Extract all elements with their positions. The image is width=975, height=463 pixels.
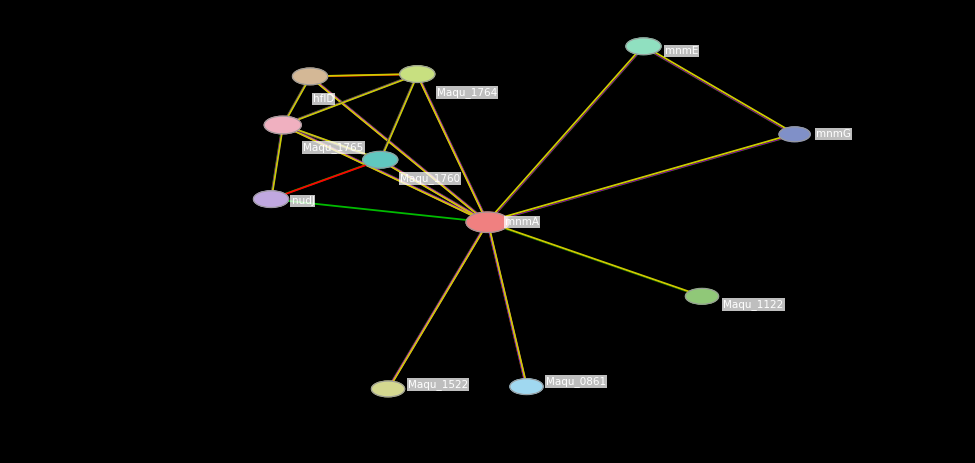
Circle shape bbox=[400, 66, 435, 82]
Text: mnmA: mnmA bbox=[505, 217, 539, 227]
Circle shape bbox=[292, 68, 328, 85]
Text: Maqu_1522: Maqu_1522 bbox=[408, 379, 468, 390]
Text: Maqu_1122: Maqu_1122 bbox=[723, 299, 784, 310]
Text: nudJ: nudJ bbox=[292, 196, 314, 206]
Text: Maqu_1764: Maqu_1764 bbox=[437, 87, 497, 98]
Circle shape bbox=[371, 381, 405, 397]
Text: Maqu_0861: Maqu_0861 bbox=[546, 376, 606, 388]
Text: mnmE: mnmE bbox=[665, 46, 698, 56]
Circle shape bbox=[510, 379, 543, 394]
Circle shape bbox=[254, 191, 289, 207]
Circle shape bbox=[626, 38, 661, 55]
Text: Maqu_1760: Maqu_1760 bbox=[400, 173, 460, 184]
Circle shape bbox=[685, 288, 719, 304]
Text: hflD: hflD bbox=[313, 94, 334, 104]
Circle shape bbox=[363, 151, 398, 168]
Text: Maqu_1765: Maqu_1765 bbox=[303, 142, 364, 153]
Circle shape bbox=[466, 212, 509, 232]
Circle shape bbox=[264, 116, 301, 134]
Text: mnmG: mnmG bbox=[816, 129, 851, 139]
Circle shape bbox=[779, 127, 810, 142]
